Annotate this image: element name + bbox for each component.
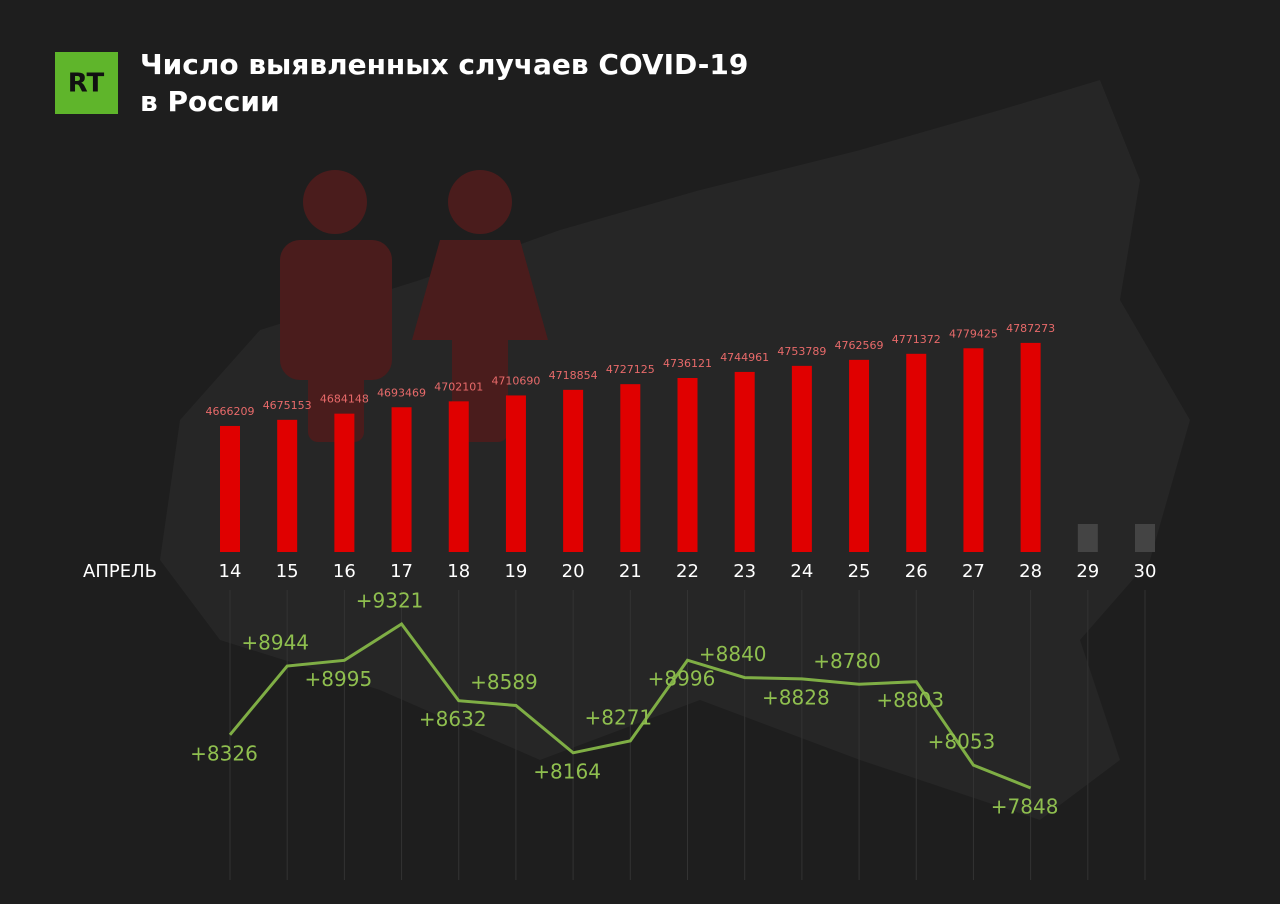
x-tick-label: 26 <box>905 561 928 582</box>
bar <box>391 407 412 552</box>
line-value-label: +8326 <box>190 741 258 765</box>
bar <box>1020 342 1041 552</box>
bar-value-label: 4718854 <box>549 369 598 382</box>
bar-value-label: 4710690 <box>491 374 540 387</box>
x-tick-label: 28 <box>1019 561 1042 582</box>
line-value-label: +7848 <box>991 794 1059 818</box>
line-value-label: +9321 <box>356 589 424 613</box>
bar-value-label: 4675153 <box>263 399 312 412</box>
x-tick-label: 25 <box>848 561 871 582</box>
line-value-label: +8164 <box>533 759 601 783</box>
bar <box>677 377 698 552</box>
bar <box>849 359 870 552</box>
bar <box>334 413 355 552</box>
bar-value-label: 4736121 <box>663 357 712 370</box>
bar <box>906 353 927 552</box>
line-value-label: +8996 <box>648 667 716 691</box>
x-tick-label: 29 <box>1076 561 1099 582</box>
line-value-label: +8271 <box>584 705 652 729</box>
line-value-label: +8828 <box>762 685 830 709</box>
x-tick-label: 17 <box>390 561 413 582</box>
logo-box <box>55 52 118 114</box>
bar <box>220 425 240 552</box>
bar-value-label: 4702101 <box>434 380 483 393</box>
x-tick-label: 23 <box>733 561 756 582</box>
bar-value-label: 4771372 <box>892 333 941 346</box>
line-value-label: +8780 <box>813 649 881 673</box>
placeholder-bar <box>1077 524 1098 552</box>
x-tick-label: 21 <box>619 561 642 582</box>
placeholder-bar <box>1135 524 1155 552</box>
title-line: в России <box>140 85 280 118</box>
bar <box>277 419 298 552</box>
bar <box>620 384 641 552</box>
bar-value-label: 4727125 <box>606 363 655 376</box>
line-value-label: +8632 <box>419 707 487 731</box>
x-tick-label: 19 <box>504 561 527 582</box>
bar <box>505 395 526 552</box>
line <box>228 622 1032 790</box>
x-tick-label: 15 <box>276 561 299 582</box>
bar <box>563 389 584 552</box>
axis-label: АПРЕЛЬ <box>83 561 157 582</box>
bar-value-label: 4753789 <box>777 345 826 358</box>
x-tick-label: 24 <box>790 561 813 582</box>
x-tick-label: 14 <box>219 561 242 582</box>
line-value-label: +8995 <box>305 667 373 691</box>
bar-value-label: 4684148 <box>320 393 369 406</box>
line-value-label: +8803 <box>876 688 944 712</box>
bar-value-label: 4744961 <box>720 351 769 364</box>
title-line: Число выявленных случаев COVID-19 <box>140 48 748 81</box>
bar <box>734 371 755 552</box>
line-value-label: +8589 <box>470 670 538 694</box>
x-tick-label: 27 <box>962 561 985 582</box>
x-tick-label: 22 <box>676 561 699 582</box>
x-tick-label: 18 <box>447 561 470 582</box>
bar-value-label: 4779425 <box>949 327 998 340</box>
x-tick-label: 30 <box>1134 561 1157 582</box>
bar <box>963 348 984 552</box>
bar-value-label: 4666209 <box>206 405 255 418</box>
line-value-label: +8053 <box>928 730 996 754</box>
x-tick-label: 16 <box>333 561 356 582</box>
bar-value-label: 4693469 <box>377 386 426 399</box>
bar-value-label: 4762569 <box>835 339 884 352</box>
bar-value-label: 4787273 <box>1006 322 1055 335</box>
line-value-label: +8944 <box>241 630 309 654</box>
x-tick-label: 20 <box>562 561 585 582</box>
map-silhouette <box>160 80 1190 820</box>
bar <box>791 365 812 552</box>
line-value-label: +8840 <box>699 642 767 666</box>
bar <box>448 401 469 552</box>
logo: RT <box>68 69 105 99</box>
